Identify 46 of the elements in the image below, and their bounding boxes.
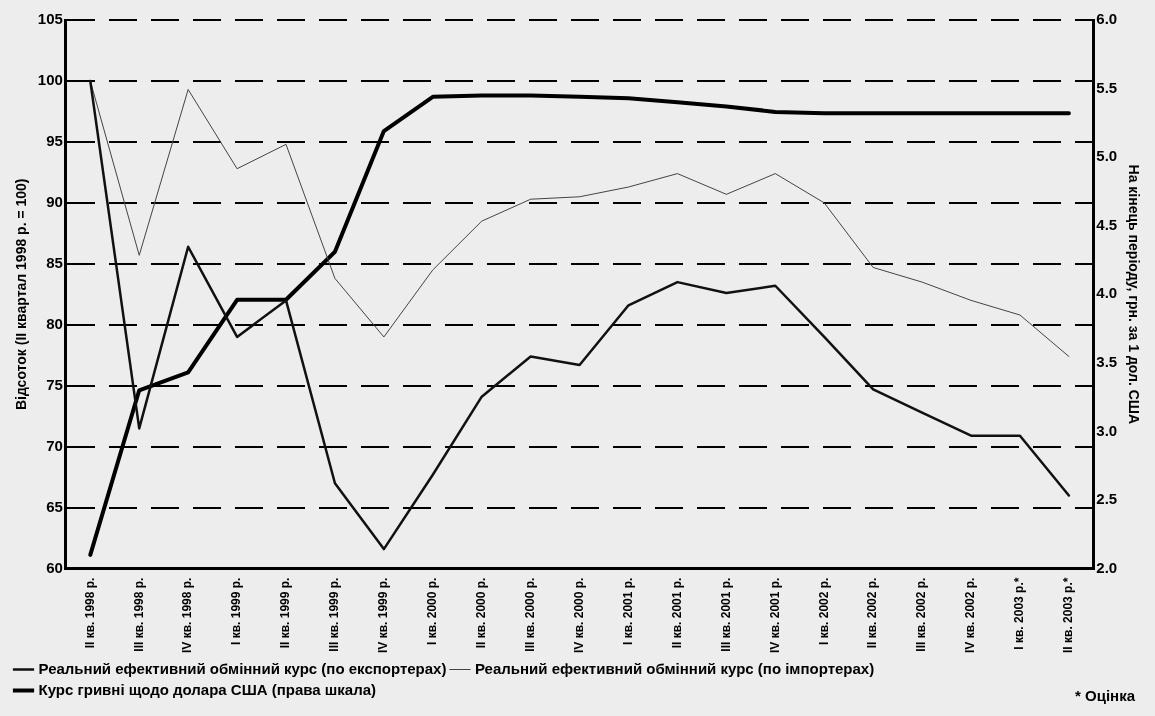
x-tick-label: I кв. 2003 р.*	[1012, 577, 1027, 650]
x-tick-label: I кв. 1999 р.	[229, 577, 244, 646]
x-tick-label: IV кв. 2000 р.	[571, 577, 586, 654]
x-tick-label: IV кв. 2002 р.	[963, 577, 978, 654]
x-tick-label: III кв. 2002 р.	[914, 577, 929, 652]
x-tick-label: III кв. 1998 р.	[131, 577, 146, 652]
x-tick-label: II кв. 1999 р.	[278, 577, 293, 649]
y-tick-label: 105	[37, 10, 63, 28]
x-tick-label: II кв. 1998 р.	[82, 577, 97, 649]
y-tick-label: 75	[46, 375, 63, 393]
x-tick-label: IV кв. 1999 р.	[376, 577, 391, 654]
x-tick-label: I кв. 2000 р.	[425, 577, 440, 646]
y-axis-title: Відсоток (II квартал 1998 р. = 100)	[13, 178, 30, 411]
x-tick-label: III кв. 2000 р.	[522, 577, 537, 652]
y-tick-label: 80	[46, 314, 63, 332]
x-tick-label: IV кв. 2001 р.	[767, 577, 782, 654]
legend-label: Реальний ефективний обмінний курс (по імпортерах)	[474, 659, 875, 677]
x-tick-label: IV кв. 1998 р.	[180, 577, 195, 654]
x-tick-label: III кв. 1999 р.	[327, 577, 342, 652]
y2-tick-label: 4.5	[1096, 215, 1118, 233]
y2-axis-title: На кінець періоду, грн. за 1 дол. США	[1125, 164, 1142, 425]
y2-tick-label: 2.5	[1096, 490, 1118, 508]
legend-label: Реальний ефективний обмінний курс (по експортерах)	[38, 659, 447, 677]
legend-label: Курс гривні щодо долара США (права шкала)	[38, 680, 377, 698]
x-tick-label: I кв. 2001 р.	[620, 577, 635, 646]
x-tick-label: II кв. 2002 р.	[865, 577, 880, 649]
y-tick-label: 65	[46, 497, 63, 515]
x-tick-label: I кв. 2002 р.	[816, 577, 831, 646]
y2-tick-label: 5.0	[1096, 147, 1118, 165]
y2-tick-label: 6.0	[1096, 10, 1118, 28]
y-tick-label: 100	[37, 71, 63, 89]
y2-tick-label: 4.0	[1096, 284, 1118, 302]
y-tick-label: 70	[46, 436, 63, 454]
y-tick-label: 95	[46, 132, 63, 150]
x-tick-label: II кв. 2001 р.	[669, 577, 684, 649]
y2-tick-label: 2.0	[1096, 558, 1118, 576]
text: * Оцінка	[1075, 686, 1136, 704]
x-tick-label: II кв. 2000 р.	[474, 577, 489, 649]
x-tick-label: II кв. 2003 р.*	[1061, 577, 1076, 654]
y-tick-label: 60	[46, 558, 63, 576]
y-tick-label: 90	[46, 193, 63, 210]
y2-tick-label: 3.0	[1096, 421, 1118, 439]
y-tick-label: 85	[46, 253, 63, 271]
y2-tick-label: 5.5	[1096, 78, 1118, 96]
y2-tick-label: 3.5	[1096, 353, 1118, 371]
x-tick-label: III кв. 2001 р.	[718, 577, 733, 652]
